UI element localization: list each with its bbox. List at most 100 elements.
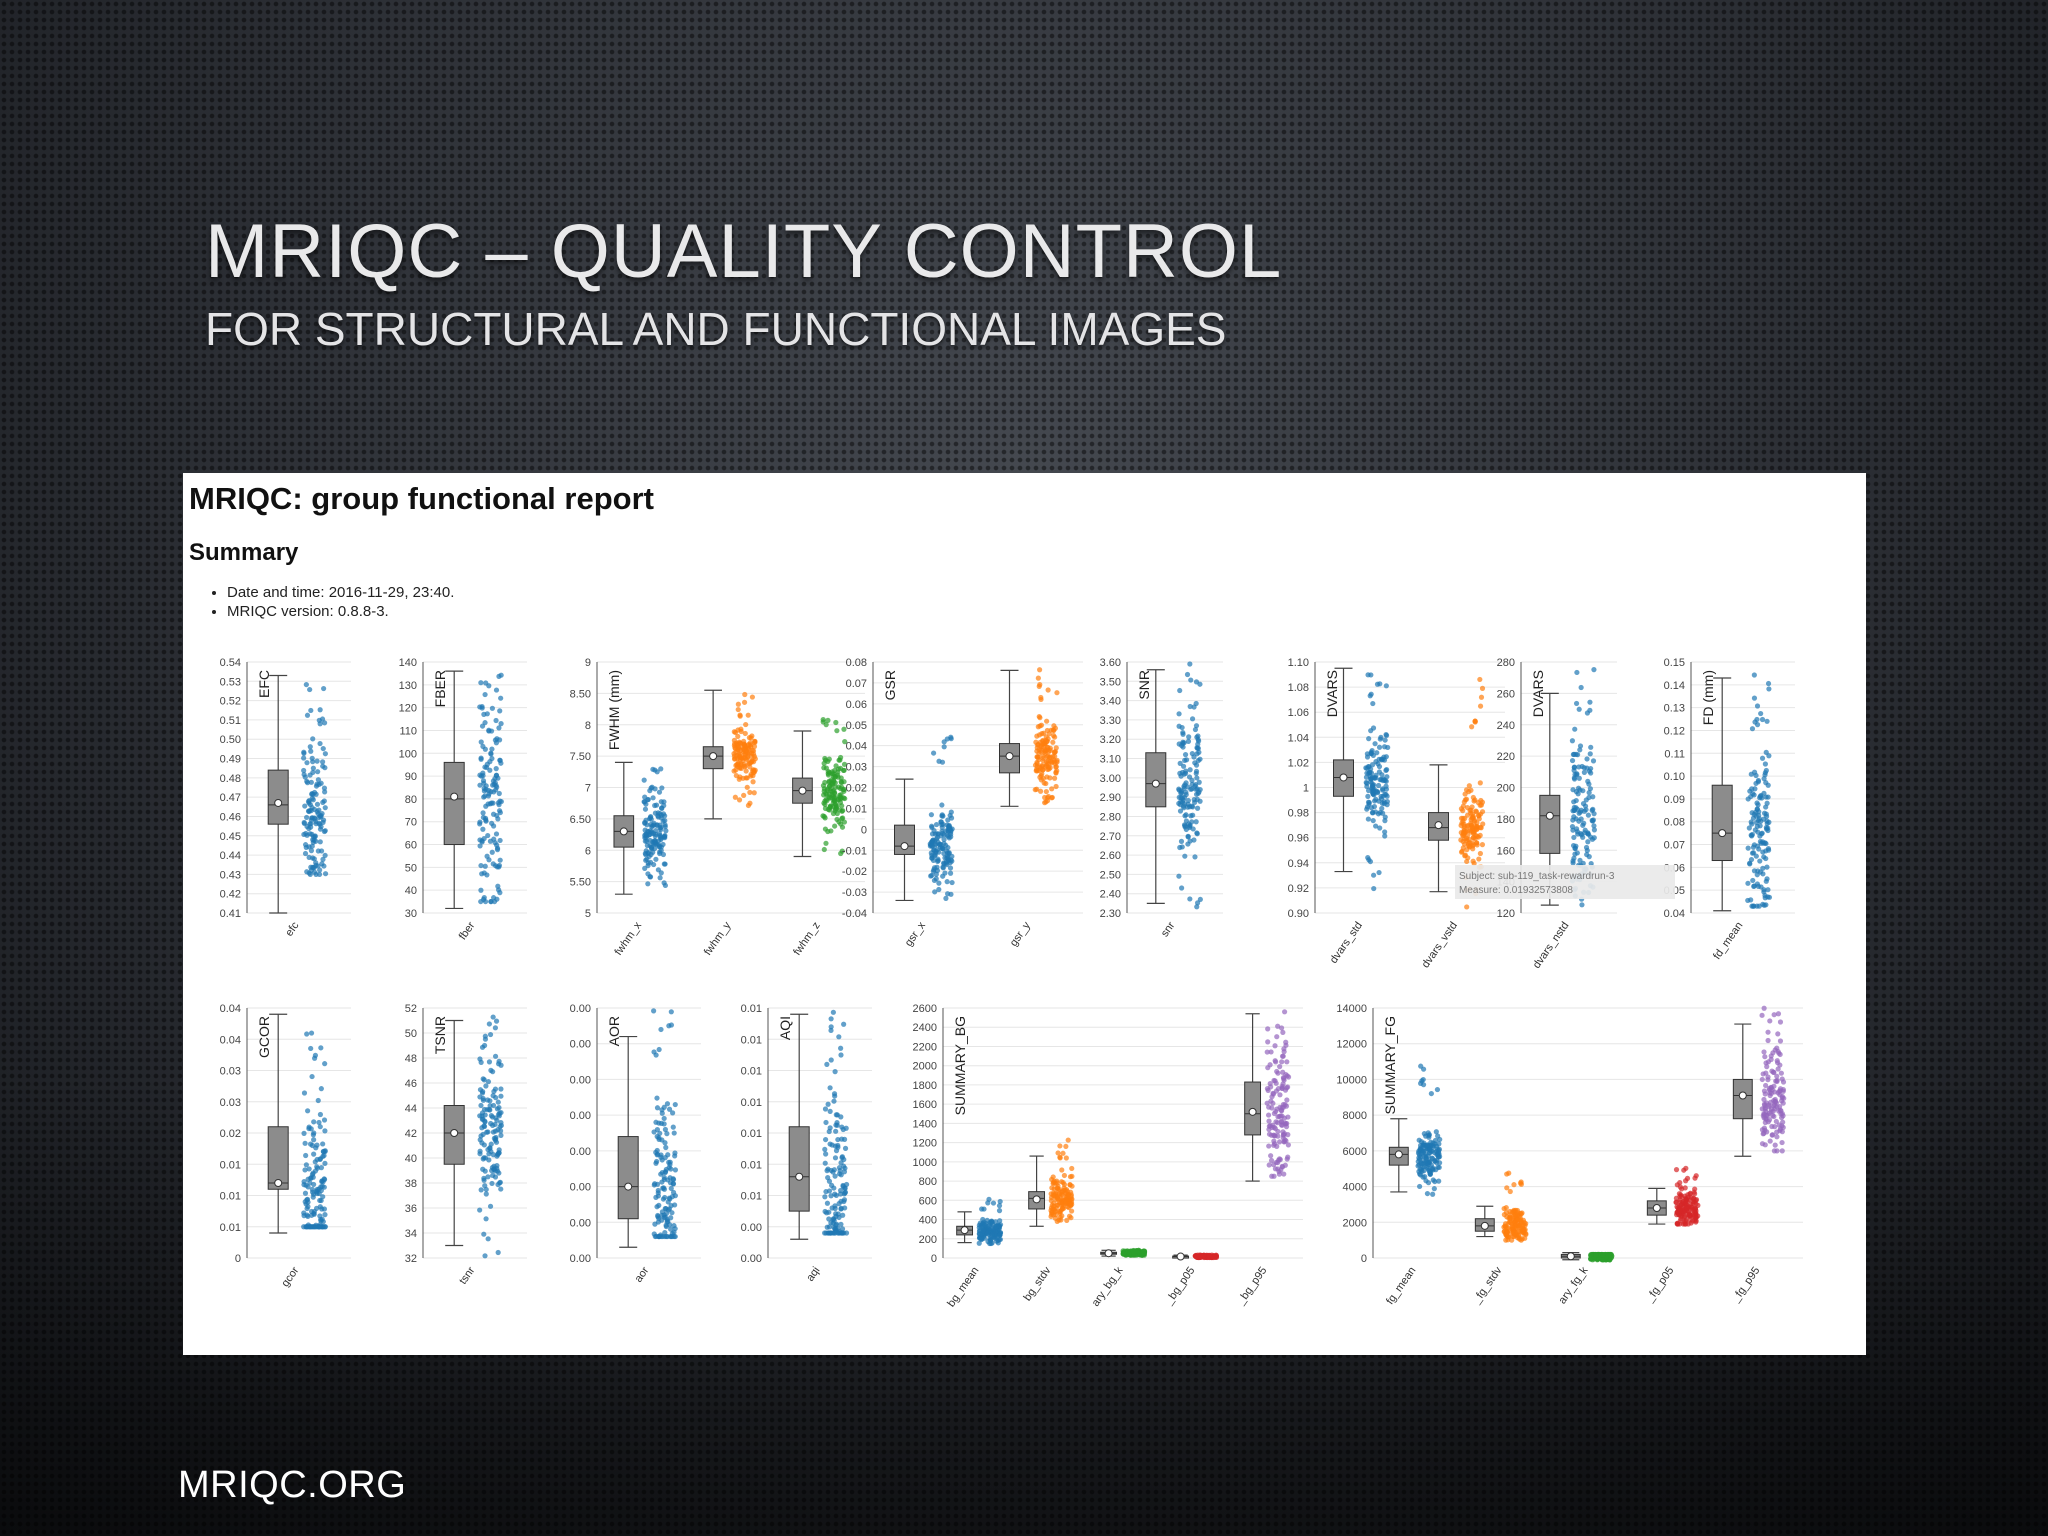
y-tick-label: 48 <box>405 1053 417 1065</box>
data-point <box>932 852 938 858</box>
data-point <box>743 775 749 781</box>
data-point <box>493 772 500 778</box>
y-tick-label: 0.02 <box>846 783 867 795</box>
data-point <box>480 826 486 832</box>
data-point <box>308 848 315 854</box>
data-point <box>497 798 503 804</box>
y-tick-label: 9 <box>585 657 591 669</box>
data-point <box>828 1057 834 1063</box>
y-axis-label: GSR <box>882 670 898 700</box>
data-point <box>1769 1132 1776 1138</box>
x-tick-label: bg_mean <box>945 1265 981 1309</box>
data-point <box>318 780 324 786</box>
data-point <box>1759 716 1766 723</box>
y-tick-label: 30 <box>405 908 417 920</box>
x-tick-label: fwhm_y <box>702 919 734 957</box>
y-tick-label: 120 <box>399 703 417 715</box>
data-point <box>1183 818 1190 824</box>
data-point <box>649 844 655 850</box>
series-snr: snr <box>1145 661 1203 939</box>
data-point <box>938 819 944 825</box>
data-point <box>662 818 668 824</box>
data-point <box>1683 1221 1689 1227</box>
data-point <box>1194 745 1201 751</box>
data-point <box>1060 1187 1067 1194</box>
x-tick-label: dvars_std <box>1328 920 1365 966</box>
y-axis-label: TSNR <box>432 1016 448 1054</box>
data-point <box>1504 1171 1510 1177</box>
data-point <box>825 770 831 777</box>
data-point <box>318 1216 324 1223</box>
y-tick-label: 100 <box>399 748 417 760</box>
data-point <box>1775 1060 1781 1066</box>
data-point <box>305 1199 311 1205</box>
data-point <box>1585 812 1591 818</box>
x-tick-label: dvars_vstd <box>1420 920 1460 970</box>
data-point <box>944 855 950 861</box>
data-point <box>1183 791 1189 798</box>
data-point <box>310 1174 316 1180</box>
data-point <box>1578 831 1584 837</box>
data-point <box>1765 1029 1771 1035</box>
series-fber: fber <box>443 670 504 942</box>
data-point <box>317 1222 323 1228</box>
data-point <box>1052 753 1058 759</box>
data-point <box>491 1163 497 1169</box>
data-point <box>1038 744 1044 750</box>
y-tick-label: 50 <box>405 862 417 874</box>
data-point <box>315 769 321 775</box>
data-point <box>1772 1047 1778 1053</box>
data-point <box>1036 683 1042 689</box>
data-point <box>304 712 311 718</box>
y-tick-label: 0.01 <box>220 1191 241 1203</box>
data-point <box>317 867 323 873</box>
data-point <box>1691 1199 1697 1205</box>
y-tick-label: 0.52 <box>220 696 241 708</box>
data-point <box>1418 1139 1425 1145</box>
data-point <box>993 1223 1000 1229</box>
y-tick-label: 3.00 <box>1100 773 1121 785</box>
y-tick-label: 0.01 <box>741 1034 762 1046</box>
data-point <box>944 736 950 742</box>
y-tick-label: 800 <box>919 1176 937 1188</box>
data-point <box>1578 684 1584 691</box>
data-point <box>1182 752 1189 758</box>
data-point <box>1189 819 1195 825</box>
box <box>894 824 915 855</box>
data-point <box>1767 1138 1773 1144</box>
series-efc: efc <box>267 674 329 939</box>
data-point <box>1477 780 1483 786</box>
data-point <box>498 721 504 727</box>
data-point <box>1571 834 1577 841</box>
y-tick-label: 2.80 <box>1100 811 1121 823</box>
data-point <box>1477 703 1484 709</box>
data-point <box>1772 1142 1778 1148</box>
data-point <box>831 1098 837 1104</box>
data-point <box>826 1224 833 1230</box>
data-point <box>1764 718 1770 724</box>
data-point <box>1069 1183 1075 1189</box>
data-point <box>492 1086 499 1092</box>
data-point <box>1766 1104 1772 1110</box>
y-tick-label: 2000 <box>913 1061 937 1073</box>
data-point <box>648 785 654 791</box>
data-point <box>310 797 316 803</box>
data-point <box>661 799 667 805</box>
data-point <box>653 831 659 837</box>
series-fwhm_x: fwhm_x <box>613 761 669 958</box>
data-point <box>482 1036 489 1042</box>
data-point <box>736 776 742 782</box>
data-point <box>1458 837 1464 843</box>
data-point <box>1588 1252 1594 1258</box>
data-point <box>657 875 663 881</box>
data-point <box>1190 812 1196 818</box>
series-gsr_x: gsr_x <box>894 734 955 949</box>
data-point <box>1417 1183 1423 1190</box>
footer-link[interactable]: MRIQC.ORG <box>178 1464 407 1506</box>
data-point <box>1750 877 1756 884</box>
data-point <box>312 1055 318 1061</box>
y-tick-label: 3.10 <box>1100 754 1121 766</box>
data-point <box>1268 1153 1274 1159</box>
data-point <box>644 842 650 849</box>
data-point <box>1193 723 1200 729</box>
